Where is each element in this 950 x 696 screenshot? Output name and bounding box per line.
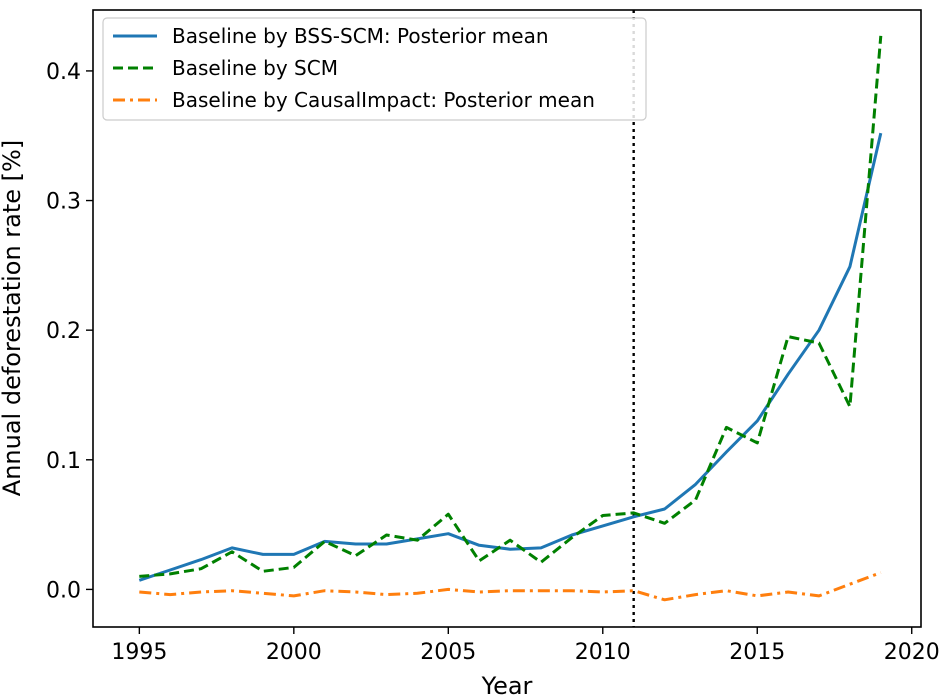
x-axis-ticks: 1995 2000 2005 2010 2015 2020 [111,627,940,665]
x-tick-label: 2010 [575,640,631,665]
series-line-2 [139,35,883,578]
x-tick-label: 2020 [884,640,940,665]
series-layer [138,35,883,602]
y-tick-label: 0.1 [46,449,81,474]
x-axis-label: Year [481,672,533,696]
legend-label: Baseline by SCM [172,56,338,80]
y-tick-label: 0.0 [46,578,81,603]
x-tick-label: 2015 [729,640,785,665]
series-line-3 [139,571,882,602]
y-axis-ticks: 0.0 0.1 0.2 0.3 0.4 [46,60,93,603]
legend-label: Baseline by BSS-SCM: Posterior mean [172,24,549,48]
y-tick-label: 0.4 [46,60,81,85]
x-tick-label: 2005 [420,640,476,665]
series-line-1 [138,132,883,582]
y-axis-label: Annual deforestation rate [%] [0,140,26,496]
plot-frame [92,9,922,628]
y-tick-label: 0.3 [46,190,81,215]
legend: Baseline by BSS-SCM: Posterior mean Basel… [102,17,647,121]
x-tick-label: 2000 [266,640,322,665]
legend-box [102,17,647,121]
legend-label: Baseline by CausalImpact: Posterior mean [172,88,595,112]
x-tick-label: 1995 [111,640,167,665]
y-tick-label: 0.2 [46,319,81,344]
